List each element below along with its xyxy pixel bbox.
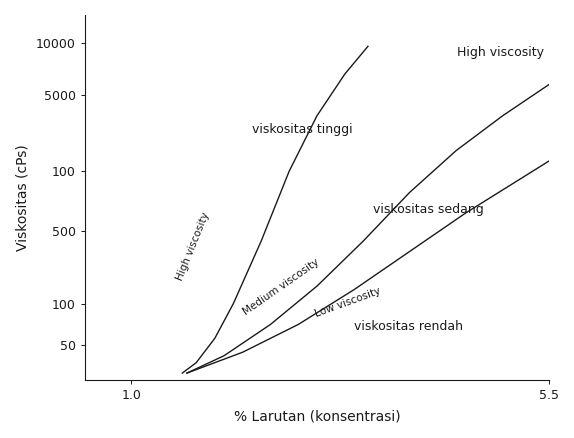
Text: High viscosity: High viscosity [175, 210, 212, 282]
Text: Medium viscosity: Medium viscosity [242, 257, 321, 317]
Y-axis label: Viskositas (cPs): Viskositas (cPs) [15, 144, 29, 251]
Text: High viscosity: High viscosity [457, 46, 544, 59]
Text: viskositas tinggi: viskositas tinggi [252, 123, 352, 136]
Text: viskositas rendah: viskositas rendah [354, 320, 463, 332]
Text: Low viscosity: Low viscosity [313, 286, 382, 319]
Text: viskositas sedang: viskositas sedang [373, 203, 483, 216]
X-axis label: % Larutan (konsentrasi): % Larutan (konsentrasi) [234, 409, 400, 423]
